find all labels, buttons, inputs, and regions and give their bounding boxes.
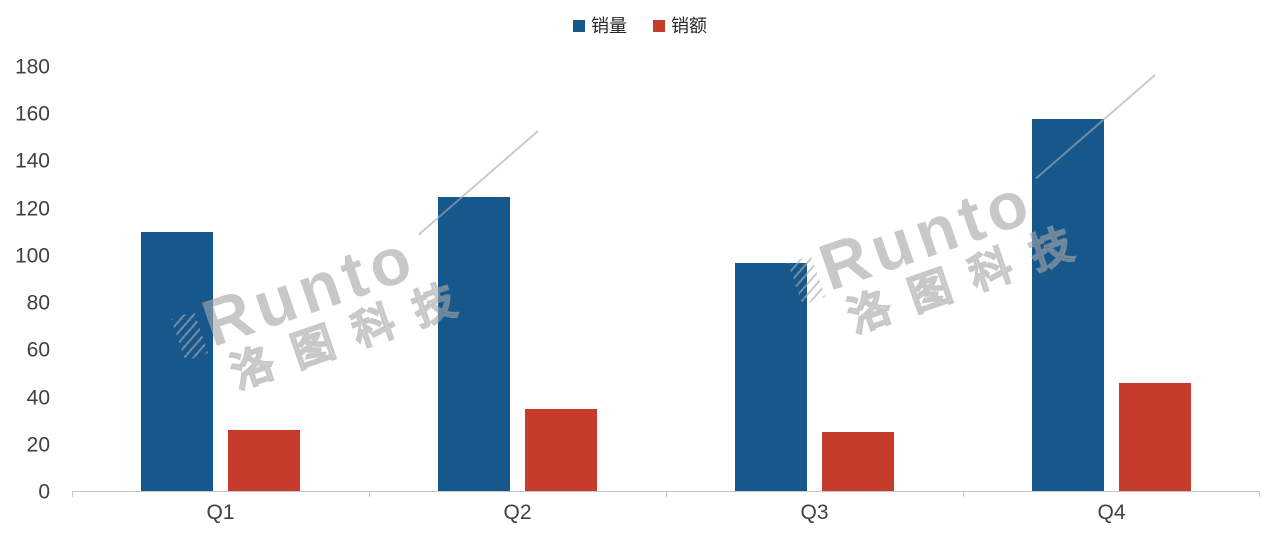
y-axis-label: 60 bbox=[26, 338, 50, 362]
y-axis-label: 40 bbox=[26, 386, 50, 410]
x-axis-tick bbox=[963, 492, 964, 497]
bar-group-Q2 bbox=[369, 67, 666, 491]
plot-area bbox=[72, 67, 1260, 497]
x-axis-tick bbox=[666, 492, 667, 497]
legend-label-sales-volume: 销量 bbox=[591, 16, 627, 36]
x-axis-label: Q3 bbox=[800, 501, 829, 524]
x-axis-tick bbox=[1259, 492, 1260, 497]
bar-group-Q1 bbox=[72, 67, 369, 491]
y-axis-label: 80 bbox=[26, 291, 50, 315]
bar-series0-Q2 bbox=[438, 196, 510, 491]
x-axis-label: Q1 bbox=[206, 501, 235, 524]
bar-series1-Q3 bbox=[822, 432, 894, 491]
legend-item-sales-value: 销额 bbox=[653, 17, 707, 35]
y-axis-label: 120 bbox=[14, 197, 50, 221]
y-axis-label: 180 bbox=[14, 55, 50, 79]
legend-swatch-red-icon bbox=[653, 20, 665, 32]
bar-series1-Q1 bbox=[228, 429, 300, 491]
bar-series0-Q3 bbox=[735, 262, 807, 491]
bar-series1-Q4 bbox=[1119, 382, 1191, 491]
bar-series1-Q2 bbox=[525, 408, 597, 491]
x-axis-label: Q4 bbox=[1097, 501, 1126, 524]
legend-label-sales-value: 销额 bbox=[671, 16, 707, 36]
legend-swatch-blue-icon bbox=[573, 20, 585, 32]
x-axis: Q1 Q2 Q3 Q4 bbox=[72, 501, 1260, 524]
x-axis-tick bbox=[72, 492, 73, 497]
bar-series0-Q4 bbox=[1032, 118, 1104, 491]
bar-group-Q3 bbox=[666, 67, 963, 491]
y-axis-label: 100 bbox=[14, 244, 50, 268]
bar-series0-Q1 bbox=[141, 231, 213, 491]
y-axis-label: 0 bbox=[38, 480, 50, 504]
y-axis-label: 140 bbox=[14, 149, 50, 173]
legend-item-sales-volume: 销量 bbox=[573, 17, 627, 35]
x-axis-tick bbox=[369, 492, 370, 497]
y-axis-label: 160 bbox=[14, 102, 50, 126]
legend: 销量 销额 bbox=[0, 17, 1280, 35]
x-axis-label: Q2 bbox=[503, 501, 532, 524]
y-axis-label: 20 bbox=[26, 433, 50, 457]
bar-group-Q4 bbox=[963, 67, 1260, 491]
y-axis: 0 20 40 60 80 100 120 140 160 180 bbox=[0, 57, 58, 503]
